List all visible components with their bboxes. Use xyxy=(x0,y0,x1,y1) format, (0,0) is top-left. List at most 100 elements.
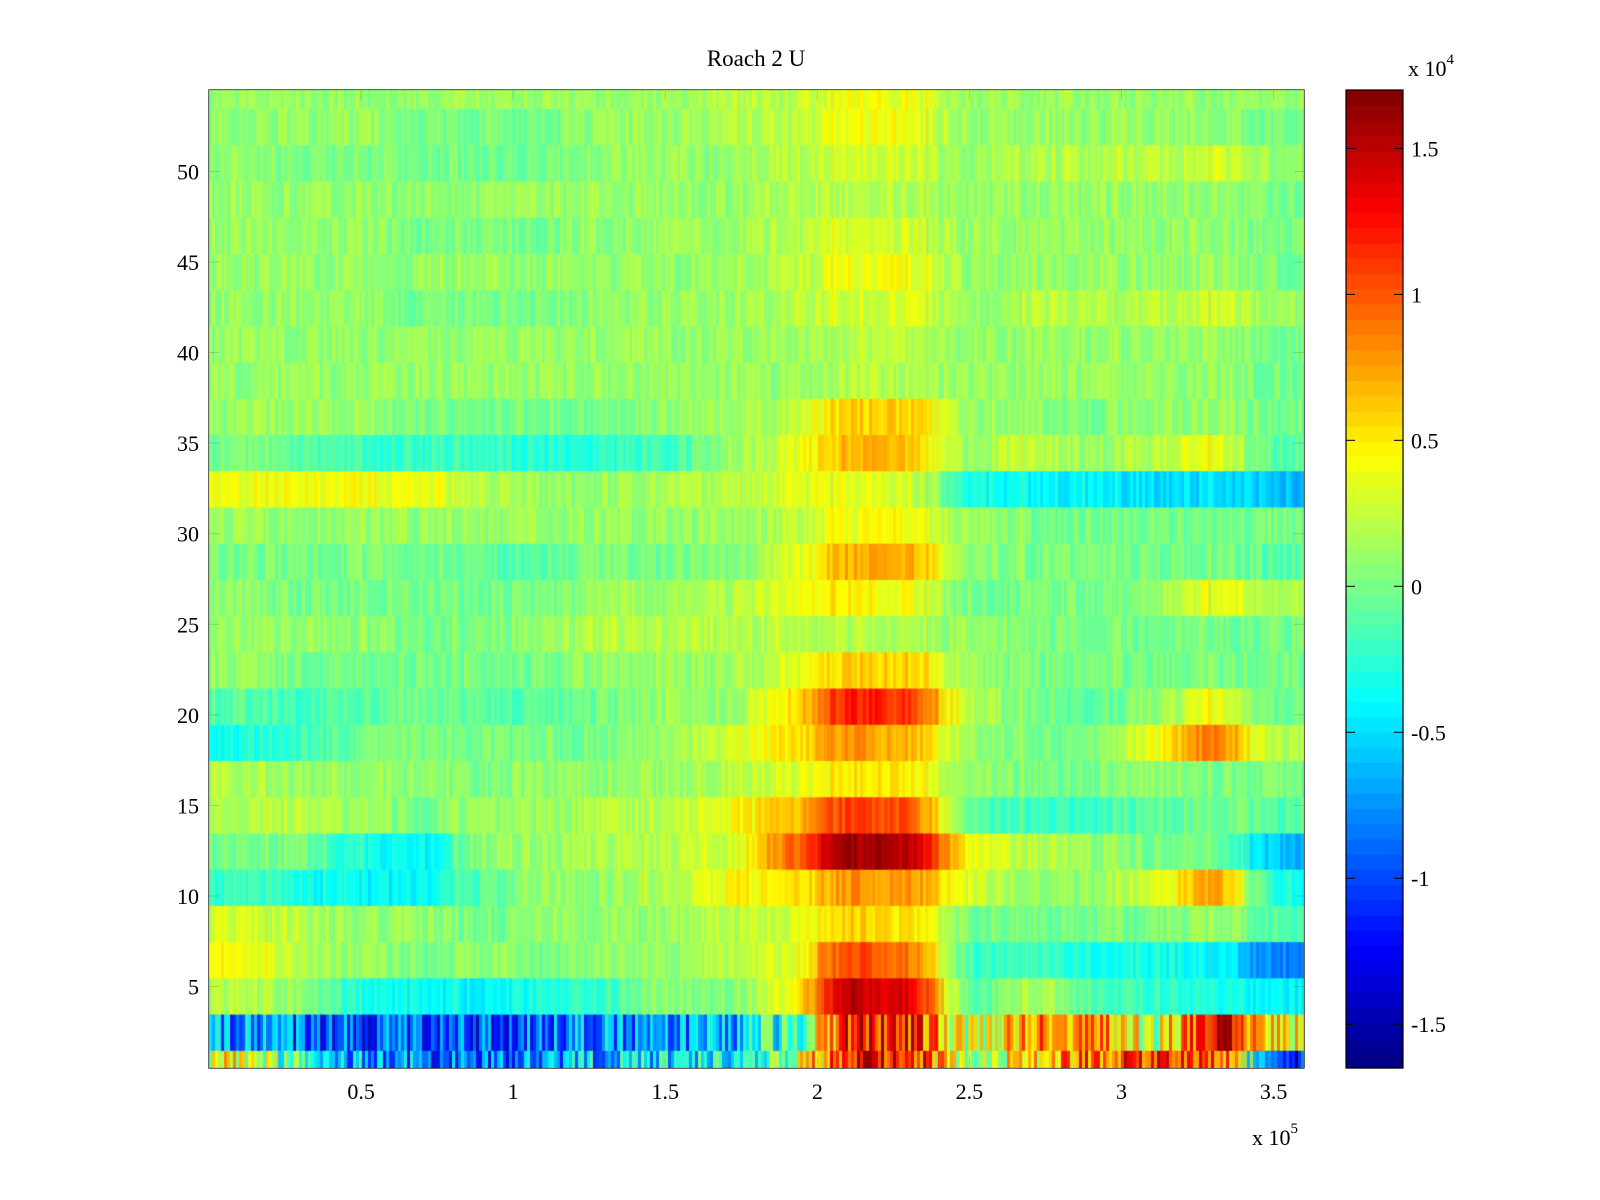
heatmap-cell xyxy=(391,905,453,942)
spike-line xyxy=(1019,216,1023,253)
heatmap-cell xyxy=(1182,108,1244,145)
spike-line xyxy=(359,905,363,942)
heatmap-cell xyxy=(269,144,332,182)
spike-line xyxy=(831,397,835,435)
heatmap-cell xyxy=(878,180,940,218)
spike-line xyxy=(359,977,363,1014)
heatmap-cell xyxy=(269,651,332,689)
colorbar-step xyxy=(1346,930,1403,947)
heatmap-cell xyxy=(939,144,1001,182)
heatmap-cell xyxy=(756,108,818,145)
spike-line xyxy=(1113,289,1117,326)
heatmap-cell xyxy=(391,542,453,580)
heatmap-cell xyxy=(1060,868,1122,906)
heatmap-cell xyxy=(269,1049,332,1069)
y-tick-label: 10 xyxy=(177,884,199,909)
heatmap-cell xyxy=(1243,506,1305,544)
spike-line xyxy=(1019,253,1023,290)
spike-line xyxy=(453,905,457,942)
heatmap-cell xyxy=(452,1013,514,1051)
heatmap-cell xyxy=(574,253,636,290)
heatmap-cell xyxy=(1121,216,1183,254)
spike-line xyxy=(1208,977,1212,1014)
heatmap-cell xyxy=(1060,144,1122,182)
spike-line xyxy=(548,651,552,688)
heatmap-cell xyxy=(269,108,332,145)
heatmap-cell xyxy=(513,615,575,652)
spike-line xyxy=(1208,397,1212,435)
heatmap-cell xyxy=(1121,506,1183,544)
heatmap-cell xyxy=(1060,832,1122,870)
colorbar-step xyxy=(1346,884,1403,901)
spike-line xyxy=(265,941,269,978)
heatmap-cell xyxy=(756,977,818,1015)
heatmap-cell xyxy=(209,760,271,797)
heatmap-cell xyxy=(756,1049,818,1069)
spike-line xyxy=(359,1013,363,1050)
heatmap-cell xyxy=(878,832,940,870)
spike-line xyxy=(925,289,929,326)
spike-line xyxy=(1019,361,1023,398)
spike-line xyxy=(736,470,740,507)
spike-line xyxy=(1019,180,1023,217)
heatmap-cell xyxy=(209,579,271,616)
heatmap-cell xyxy=(817,397,879,435)
heatmap-cell xyxy=(878,289,940,326)
heatmap-cell xyxy=(452,506,514,544)
heatmap-cell xyxy=(452,832,514,870)
y-tick-label: 15 xyxy=(177,793,199,818)
spike-line xyxy=(1113,144,1117,181)
spike-line xyxy=(453,434,457,471)
heatmap-cell xyxy=(513,253,575,290)
heatmap-cell xyxy=(574,760,636,797)
heatmap-cell xyxy=(574,361,636,399)
spike-line xyxy=(831,180,835,217)
heatmap-cell xyxy=(391,144,453,182)
spike-line xyxy=(265,253,269,290)
spike-line xyxy=(642,579,646,616)
heatmap-cell xyxy=(574,687,636,725)
spike-line xyxy=(453,615,457,652)
heatmap-cell xyxy=(1060,506,1122,544)
heatmap-cell xyxy=(269,180,332,218)
heatmap-cell xyxy=(1243,289,1305,326)
heatmap-cell xyxy=(1182,941,1244,978)
heatmap-cell xyxy=(695,180,757,218)
heatmap-cell xyxy=(878,1013,940,1051)
colorbar-step xyxy=(1346,854,1403,870)
spike-line xyxy=(453,832,457,869)
spike-line xyxy=(1019,760,1023,797)
spike-line xyxy=(642,506,646,543)
heatmap-cell xyxy=(209,796,271,834)
heatmap-cell xyxy=(1121,470,1183,508)
heatmap-cell xyxy=(1060,796,1122,834)
heatmap-cell xyxy=(574,1049,636,1069)
heatmap-cell xyxy=(513,1013,575,1051)
heatmap-cell xyxy=(391,470,453,508)
heatmap-cell xyxy=(513,687,575,725)
heatmap-cell xyxy=(878,579,940,616)
colorbar-step xyxy=(1346,395,1403,412)
heatmap-cell xyxy=(574,542,636,580)
spike-line xyxy=(1019,144,1023,181)
spike-line xyxy=(1019,470,1023,507)
heatmap-cell xyxy=(513,796,575,834)
heatmap-cell xyxy=(1243,216,1305,254)
spike-line xyxy=(1208,868,1212,905)
heatmap-cell xyxy=(269,253,332,290)
spike-line xyxy=(1113,941,1117,978)
spike-line xyxy=(642,977,646,1014)
heatmap-cell xyxy=(756,651,818,689)
heatmap-cell xyxy=(391,1013,453,1051)
heatmap-cell xyxy=(391,216,453,254)
heatmap-cell xyxy=(1121,325,1183,363)
heatmap-cell xyxy=(999,905,1062,942)
heatmap-cell xyxy=(695,615,757,652)
heatmap-cell xyxy=(1060,905,1122,942)
heatmap-cell xyxy=(391,289,453,326)
heatmap-cell xyxy=(391,796,453,834)
heatmap-cell xyxy=(939,941,1001,978)
heatmap-cell xyxy=(269,542,332,580)
spike-line xyxy=(1019,651,1023,688)
heatmap-cell xyxy=(817,1049,879,1069)
